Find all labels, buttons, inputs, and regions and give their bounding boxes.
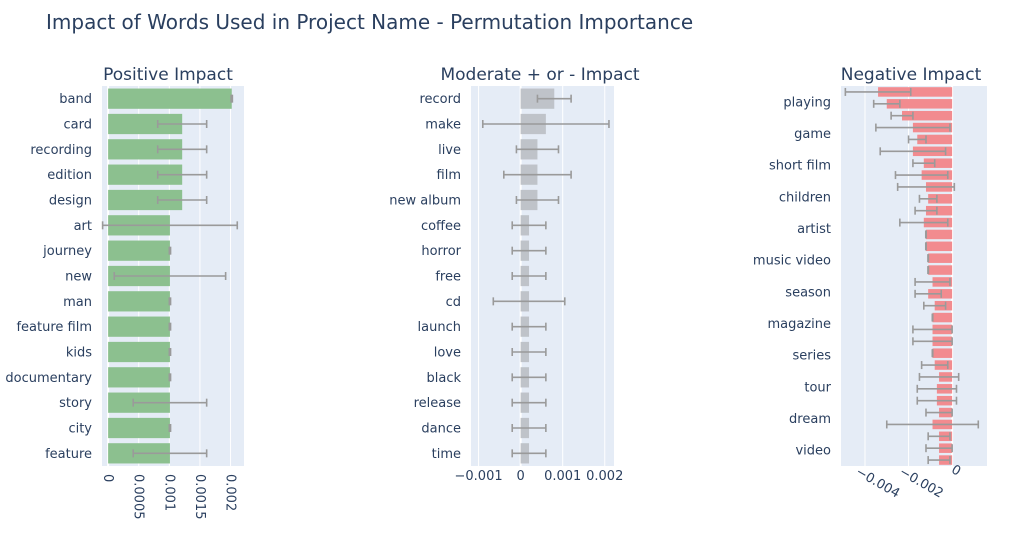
category-label-coffee: coffee [421,219,461,234]
positive-bar [108,341,170,363]
category-label-free: free [435,270,461,285]
category-label-feature: feature [45,447,92,462]
category-label-love: love [434,346,461,361]
category-label-game: game [794,127,831,142]
negative-bar [925,241,953,252]
negative-bar [925,229,953,240]
category-label-release: release [414,396,461,411]
category-label-series: series [793,349,832,364]
category-label-new-album: new album [389,194,461,209]
category-label-black: black [426,371,461,386]
category-label-man: man [63,295,92,310]
category-label-horror: horror [421,244,461,259]
category-label-dream: dream [789,412,831,427]
positive-bar [108,316,170,337]
category-label-record: record [419,92,461,107]
positive-tick-label: 0.0015 [192,474,207,520]
chart-title: Impact of Words Used in Project Name - P… [46,10,694,34]
moderate-tick-label: −0.001 [455,469,503,484]
moderate-impact-panel: Moderate + or - Impact record make live film… [389,65,640,484]
category-label-live: live [438,143,461,158]
category-label-feature-film: feature film [16,320,92,335]
positive-tick-label: 0.0005 [131,474,146,520]
category-label-artist: artist [797,222,831,237]
category-label-make: make [425,118,461,133]
category-label-kids: kids [66,346,92,361]
positive-tick-label: 0 [100,474,115,482]
negative-bar [928,253,953,263]
category-label-playing: playing [783,95,831,110]
negative-bar [932,312,953,323]
positive-bar [108,291,170,312]
category-label-documentary: documentary [5,371,92,386]
positive-bar [108,367,170,388]
negative-bar [902,110,953,121]
negative-plot-area [841,86,987,466]
category-label-launch: launch [418,320,461,335]
category-label-journey: journey [42,244,92,259]
category-label-city: city [68,422,92,437]
positive-bar [108,164,183,185]
category-label-music-video: music video [753,254,831,269]
positive-bar [108,88,232,109]
moderate-tick-label: 0.002 [586,469,623,484]
negative-bar [932,348,953,358]
category-label-short-film: short film [769,159,831,174]
category-label-children: children [779,190,831,205]
category-label-season: season [785,285,831,300]
negative-bar [886,99,953,109]
category-label-edition: edition [47,168,92,183]
category-label-tour: tour [804,380,831,395]
category-label-band: band [59,92,92,107]
category-label-new: new [65,270,92,285]
negative-bar [928,265,953,275]
negative-bar [928,194,953,204]
negative-bar [917,134,953,145]
positive-impact-panel: Positive Impact band card recording edition d… [5,65,244,520]
category-label-film: film [437,168,461,183]
moderate-tick-label: 0.001 [544,469,581,484]
negative-tick-label: −0.004 [853,464,902,501]
category-label-story: story [59,396,92,411]
moderate-tick-label: 0 [516,469,524,484]
positive-bar [108,113,183,135]
category-label-magazine: magazine [767,317,831,332]
positive-subplot-title: Positive Impact [103,65,233,85]
positive-bar [108,189,183,211]
category-label-design: design [49,194,92,209]
negative-subplot-title: Negative Impact [841,65,982,85]
positive-tick-label: 0.002 [223,474,238,511]
category-label-recording: recording [30,143,92,158]
category-label-card: card [64,118,92,133]
negative-impact-panel: Negative Impact playing game short film chil… [753,65,987,502]
positive-bar [108,139,183,160]
category-label-dance: dance [421,422,461,437]
category-label-cd: cd [446,295,461,310]
negative-bar [878,87,953,97]
negative-bar [925,205,953,216]
negative-bar [923,158,953,168]
category-label-video: video [795,444,831,459]
category-label-time: time [432,447,461,462]
positive-bar [108,240,170,261]
negative-tick-label: −0.002 [897,464,946,501]
positive-tick-label: 0.001 [161,474,176,511]
moderate-subplot-title: Moderate + or - Impact [440,65,639,85]
positive-bar [108,417,170,439]
category-label-art: art [74,219,92,234]
